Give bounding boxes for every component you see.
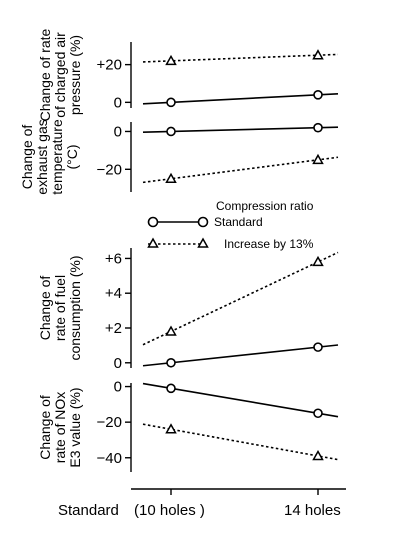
x-axis-labels: Standard (10 holes ) 14 holes [58,502,341,519]
x-axis-prefix-label: Standard [58,502,119,519]
data-point-circle [166,126,176,137]
data-point-triangle [312,449,324,461]
y-tick-label: 0 [114,379,122,396]
y-axis-label-line: Change of rate [37,28,53,121]
panel-3: 0 +2 +4 +6 Change ofrate of fuelconsumption … [37,248,339,372]
y-tick-label: 0 [114,355,122,372]
y-axis-label-line: exhaust gas [34,119,50,195]
y-axis-label-line: rate of NOx [52,392,68,464]
data-point-triangle [165,423,177,434]
panel-1: 0 +20 Change of rateof charged airpressure… [37,28,339,121]
series-line-dotted [142,423,339,461]
legend-entry-standard: Standard [147,215,263,229]
legend-marker-triangle-right [197,237,209,248]
data-point-circle [313,408,323,419]
y-axis-label-line: (°C) [64,144,80,169]
y-axis-label-line: temperature [49,119,65,195]
data-point-circle [166,357,176,368]
y-axis-label: Change ofexhaust gastemperature(°C) [19,119,80,195]
legend: Compression ratio Standard Increase by 1… [147,199,314,251]
y-tick-label: −20 [97,414,122,431]
legend-label-standard: Standard [214,215,263,229]
legend-entry-increase: Increase by 13% [147,237,314,251]
y-tick-label: −40 [97,450,122,467]
y-axis-label-line: consumption (%) [67,255,83,360]
y-tick-label: 0 [114,94,122,111]
panel-2: 0 −20 Change ofexhaust gastemperature(°C) [19,119,339,195]
y-axis-label-line: Change of [37,395,53,460]
legend-marker-circle-right [197,216,209,228]
y-tick-label: −20 [97,161,122,178]
y-axis-label-line: pressure (%) [67,35,83,115]
y-axis-label: Change of rateof charged airpressure (%) [37,28,83,121]
x-axis [131,488,346,495]
panel-4: 0 −20 −40 Change ofrate of NOxE3 value (%) [37,379,339,472]
legend-marker-circle-left [147,216,159,228]
data-point-triangle [312,49,324,60]
legend-title: Compression ratio [216,199,314,213]
y-axis-label: Change ofrate of fuelconsumption (%) [37,255,83,360]
data-point-triangle [312,153,324,165]
data-point-triangle [165,325,177,336]
data-point-circle [313,90,323,100]
y-axis-label-line: Change of [37,276,53,341]
y-tick-label: +20 [97,57,122,74]
y-axis-label: Change ofrate of NOxE3 value (%) [37,387,83,467]
data-point-circle [166,97,176,108]
x-tick-label-10-holes: (10 holes ) [134,502,205,519]
data-point-triangle [165,172,177,184]
y-tick-label: +4 [105,285,122,302]
y-tick-label: 0 [114,123,122,140]
data-point-triangle [312,255,324,267]
legend-marker-triangle-left [147,237,159,248]
y-tick-label: +2 [105,320,122,337]
data-point-triangle [165,54,177,66]
data-point-circle [313,342,323,352]
y-tick-label: +6 [105,250,122,267]
y-axis-label-line: of charged air [52,32,68,118]
y-axis-label-line: E3 value (%) [67,387,83,467]
data-point-circle [313,122,323,133]
x-tick-label-14-holes: 14 holes [284,502,341,519]
series-line-dotted [142,251,339,346]
y-axis-label-line: rate of fuel [52,275,68,341]
legend-label-increase: Increase by 13% [224,237,314,251]
data-point-circle [166,383,176,394]
y-axis-label-line: Change of [19,125,35,190]
